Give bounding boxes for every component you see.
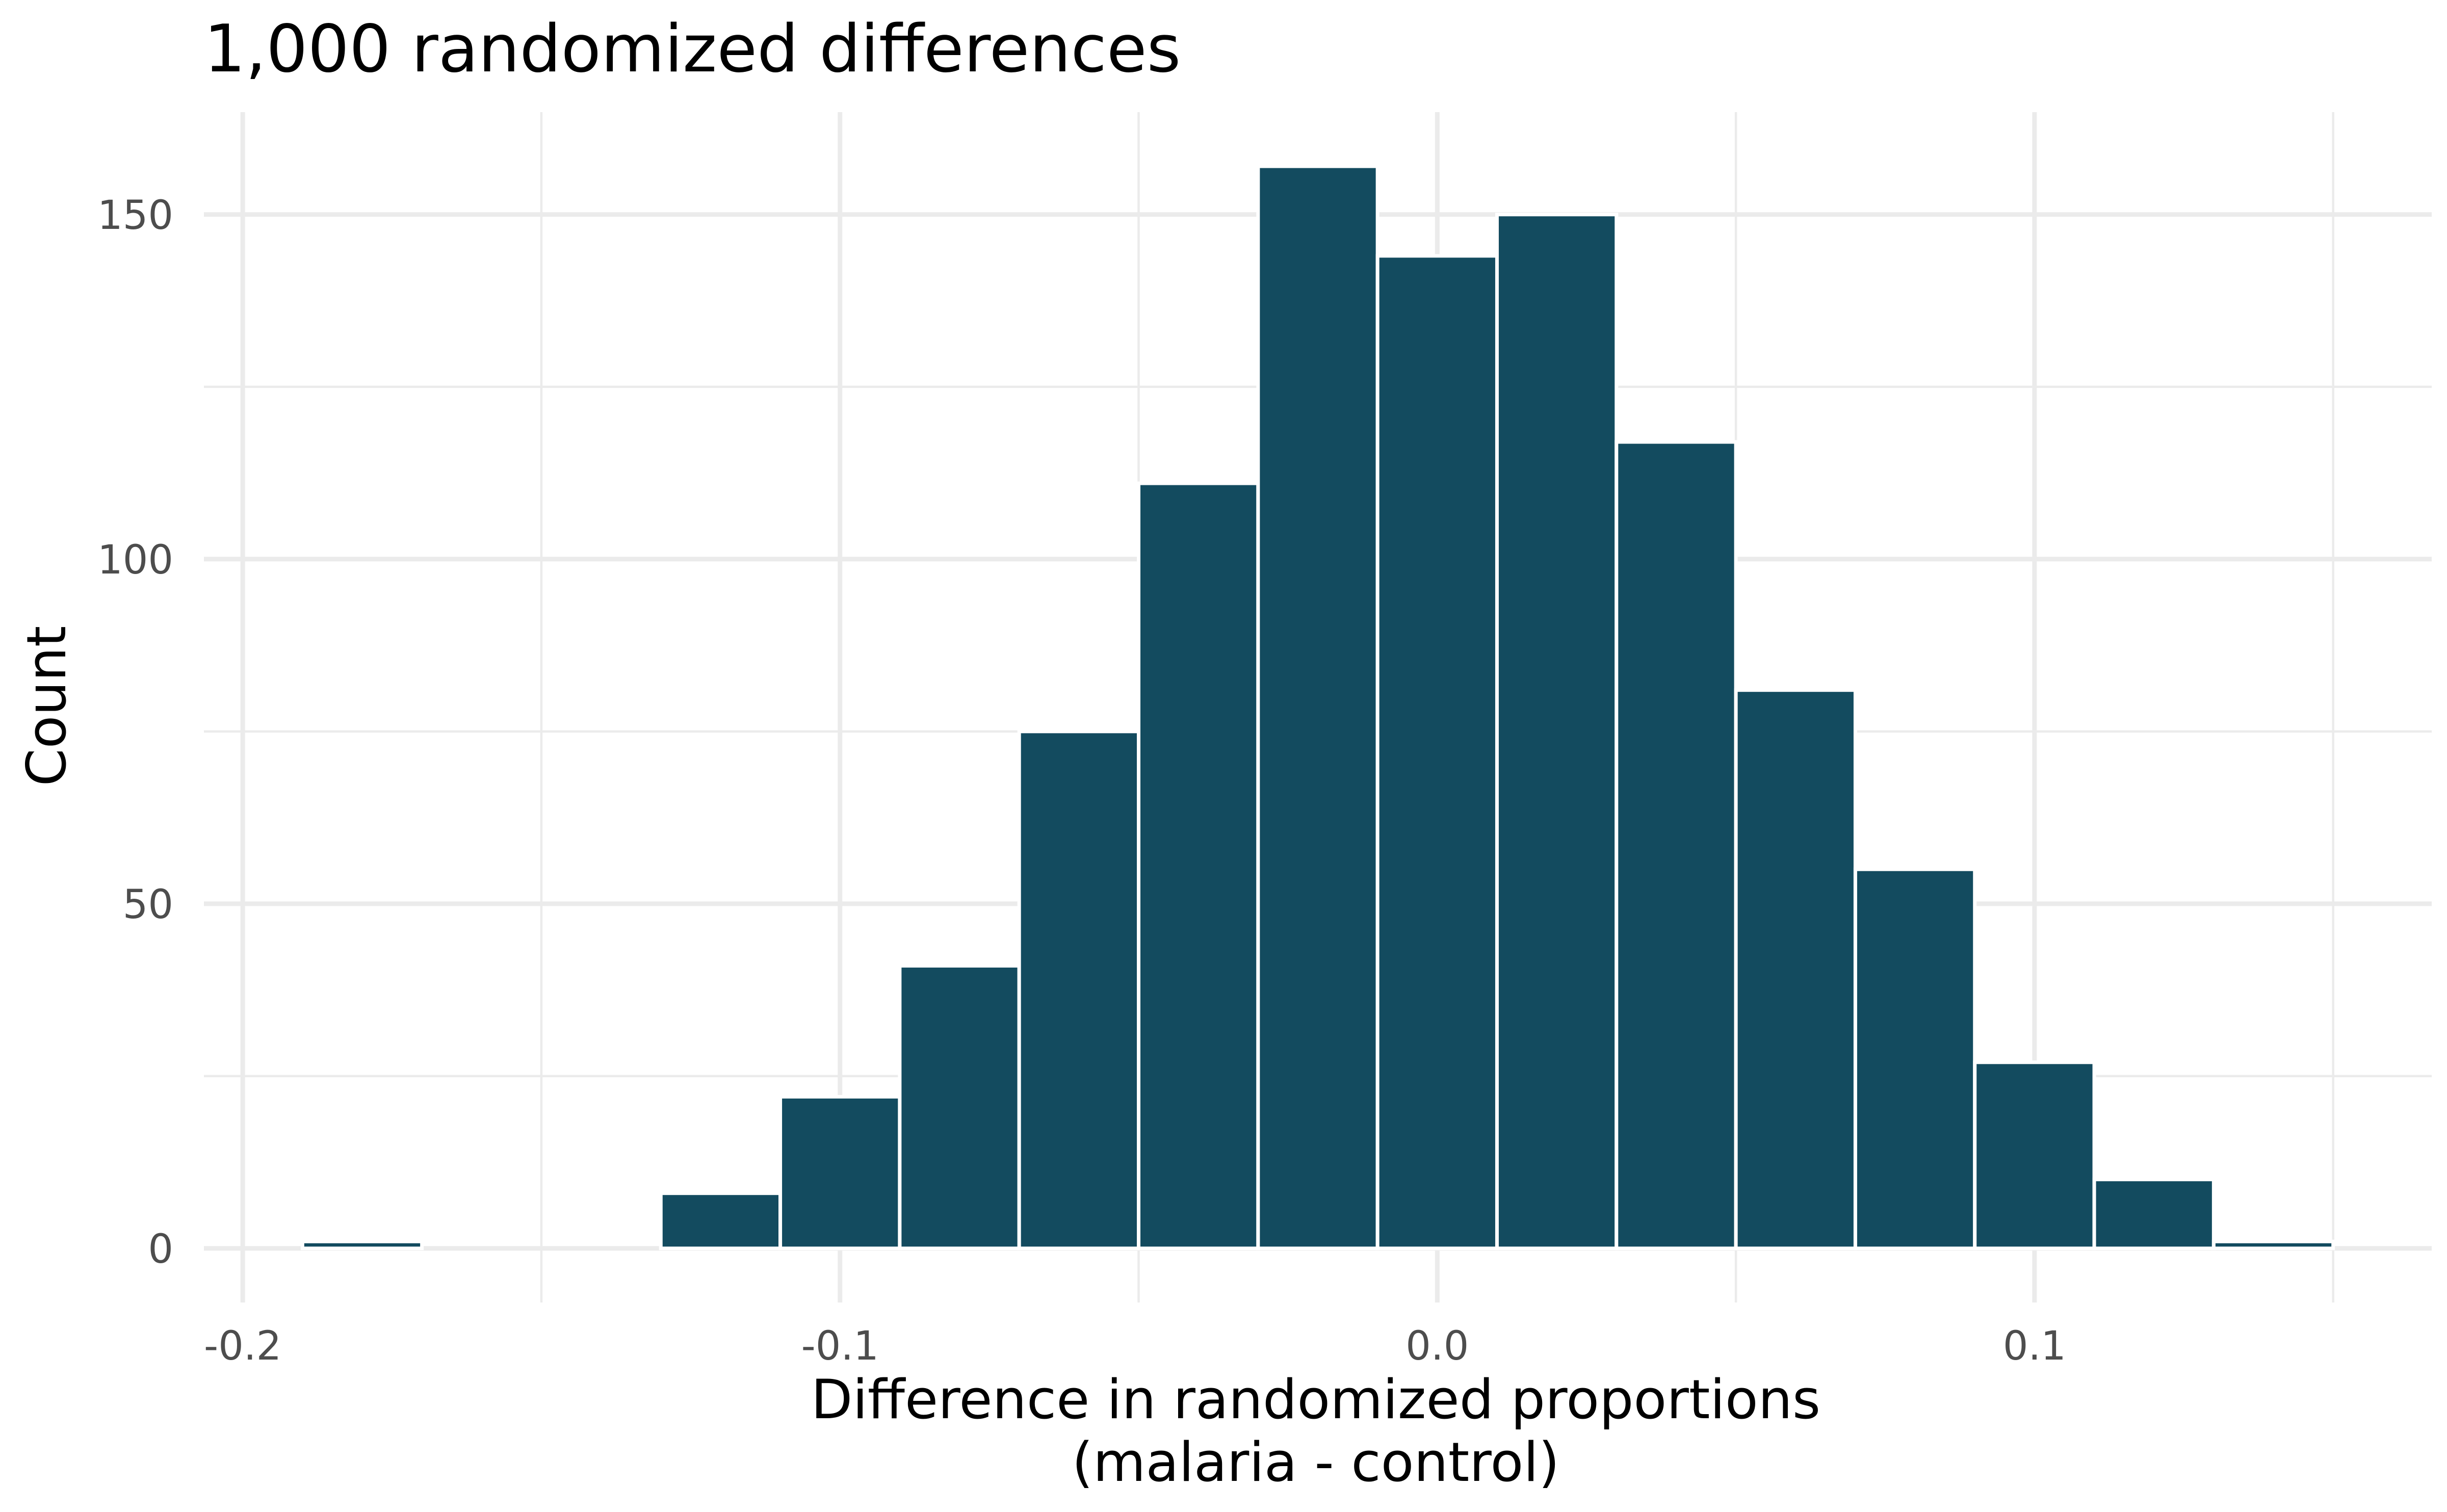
- histogram-bar: [778, 1094, 902, 1250]
- histogram-bar: [1375, 254, 1499, 1250]
- y-tick-label: 150: [97, 193, 173, 239]
- x-axis-title: Difference in randomized proportions: [811, 1368, 1820, 1431]
- histogram-bar: [1853, 867, 1977, 1250]
- y-axis-title: Count: [15, 626, 78, 787]
- histogram-bar: [2092, 1178, 2216, 1250]
- x-tick-label: -0.1: [801, 1323, 879, 1369]
- chart-title: 1,000 randomized differences: [204, 11, 1181, 87]
- y-axis-ticks: 0 50 100 150: [97, 193, 173, 1272]
- x-axis-ticks: -0.2 -0.1 0.0 0.1: [204, 1323, 2066, 1369]
- y-tick-label: 0: [148, 1227, 173, 1272]
- x-tick-label: 0.0: [1405, 1323, 1469, 1369]
- x-axis-title-line-2: (malaria - control): [1072, 1431, 1559, 1494]
- x-tick-label: 0.1: [2003, 1323, 2066, 1369]
- histogram-bar: [1615, 440, 1738, 1250]
- histogram-bar: [1973, 1060, 2096, 1250]
- histogram-bar: [2211, 1239, 2335, 1250]
- histogram-bar: [1137, 481, 1260, 1250]
- histogram-bar: [300, 1239, 424, 1250]
- histogram-bar: [898, 964, 1021, 1250]
- histogram-bar: [1495, 213, 1619, 1250]
- histogram-bar: [1734, 688, 1857, 1250]
- x-tick-label: -0.2: [204, 1323, 281, 1369]
- y-tick-label: 100: [97, 537, 173, 583]
- y-tick-label: 50: [123, 882, 173, 928]
- histogram-bar: [659, 1191, 783, 1250]
- histogram-bar: [1256, 164, 1379, 1250]
- bars: [300, 164, 2335, 1250]
- histogram-bar: [1017, 729, 1141, 1250]
